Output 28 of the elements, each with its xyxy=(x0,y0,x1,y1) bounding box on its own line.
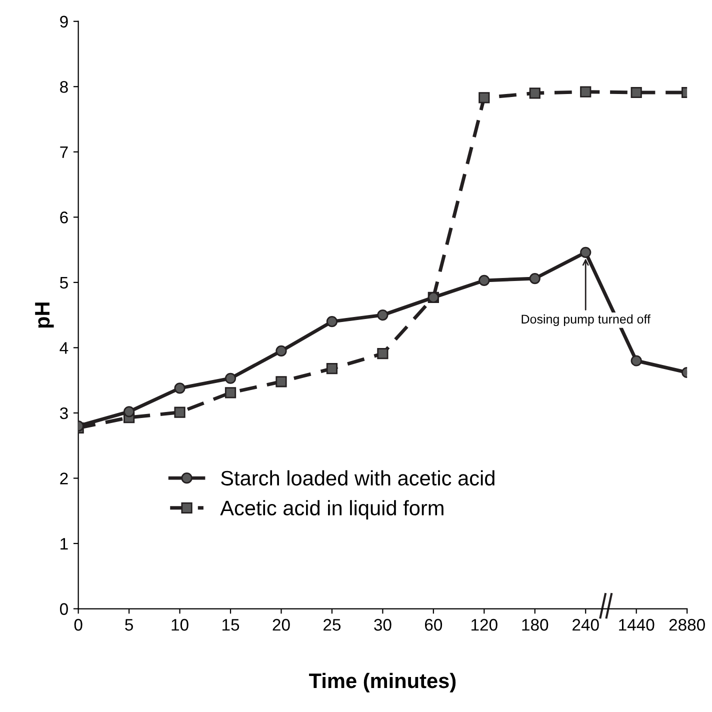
x-tick-label: 30 xyxy=(374,618,392,631)
x-tick-label: 25 xyxy=(324,618,341,631)
y-tick-label: 1 xyxy=(60,538,68,550)
y-tick-label: 3 xyxy=(60,407,68,420)
x-tick-label: 120 xyxy=(472,618,498,631)
y-tick-label: 9 xyxy=(60,16,68,28)
x-tick-label: 180 xyxy=(522,618,548,631)
x-tick-label: 15 xyxy=(222,619,240,631)
y-tick-label: 4 xyxy=(60,342,68,354)
x-axis-title: Time (minutes) xyxy=(309,672,456,692)
x-tick-label: 1440 xyxy=(619,618,654,631)
annotation: Dosing pump turned off xyxy=(522,314,651,326)
y-tick-label: 7 xyxy=(60,146,68,158)
x-tick-label: 5 xyxy=(125,619,133,631)
y-tick-label: 2 xyxy=(60,472,68,484)
x-tick-label: 2880 xyxy=(669,618,705,631)
y-tick-label: 8 xyxy=(60,81,68,93)
x-tick-label: 10 xyxy=(172,618,188,631)
y-tick-label: 5 xyxy=(60,277,68,289)
y-axis-title: pH xyxy=(35,302,54,328)
legend-label: Starch loaded with acetic acid xyxy=(221,470,494,486)
x-tick-label: 0 xyxy=(74,618,82,631)
y-tick-label: 0 xyxy=(60,603,68,615)
y-tick-label: 6 xyxy=(60,212,68,224)
x-tick-label: 20 xyxy=(272,618,290,631)
legend-label: Acetic acid in liquid form xyxy=(220,500,444,520)
x-tick-label: 60 xyxy=(425,618,442,631)
x-tick-label: 240 xyxy=(572,618,599,631)
